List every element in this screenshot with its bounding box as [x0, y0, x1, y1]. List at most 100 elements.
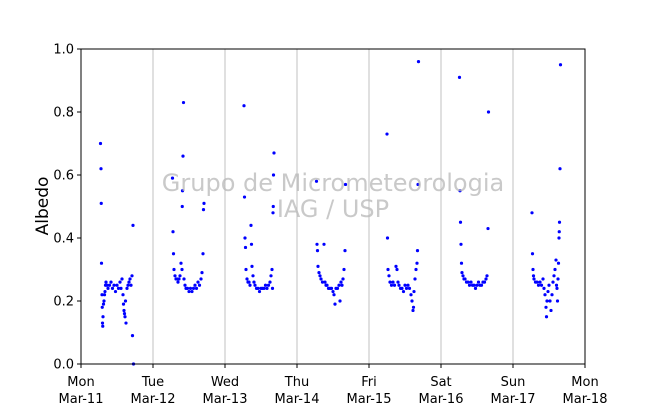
data-point: [109, 280, 113, 284]
data-point: [337, 283, 341, 287]
data-point: [415, 261, 419, 265]
data-point: [100, 305, 104, 309]
data-point: [315, 242, 319, 246]
data-point: [388, 280, 392, 284]
data-point: [331, 289, 335, 294]
data-point: [176, 280, 180, 284]
data-point: [550, 293, 554, 297]
data-point: [387, 274, 391, 278]
data-point: [457, 75, 462, 79]
data-point: [459, 261, 464, 265]
data-point: [257, 289, 262, 294]
data-point: [270, 286, 275, 290]
data-point: [171, 252, 176, 256]
data-point: [100, 321, 105, 325]
data-point: [130, 334, 135, 338]
data-point: [199, 277, 203, 281]
x-tick-label-date: Mar-12: [131, 392, 176, 407]
data-point: [389, 283, 394, 287]
data-point: [554, 283, 559, 287]
data-point: [557, 236, 561, 240]
data-point: [249, 223, 253, 227]
data-point: [196, 280, 200, 284]
data-point: [272, 151, 276, 155]
data-point: [101, 302, 106, 306]
data-point: [270, 267, 274, 272]
x-tick-label-day: Mon: [67, 375, 94, 390]
data-point: [315, 249, 320, 253]
data-point: [116, 286, 121, 290]
data-point: [201, 252, 205, 256]
data-point: [554, 258, 558, 262]
y-tick-label: 0.0: [53, 358, 74, 373]
data-point: [178, 274, 182, 278]
data-point: [104, 280, 108, 284]
data-point: [102, 293, 107, 297]
data-point: [411, 305, 416, 309]
data-point: [486, 110, 491, 114]
data-point: [256, 286, 260, 290]
data-point: [171, 230, 175, 234]
data-point: [549, 308, 553, 313]
data-point: [539, 283, 544, 287]
y-axis: 0.0 0.2 0.4 0.6 0.8 1.0: [53, 43, 81, 373]
y-axis-label: Albedo: [33, 177, 53, 236]
data-point: [412, 289, 416, 294]
data-point: [115, 283, 119, 287]
data-point: [385, 236, 390, 240]
data-point: [476, 280, 481, 284]
data-point: [265, 286, 269, 290]
data-point: [173, 274, 177, 278]
data-point: [541, 277, 545, 281]
data-point: [332, 293, 336, 297]
data-point: [130, 274, 134, 278]
data-point: [125, 286, 129, 290]
data-point: [266, 283, 271, 287]
data-point: [556, 277, 560, 281]
data-point: [416, 60, 421, 64]
y-tick-label: 0.2: [53, 295, 74, 310]
data-point: [395, 267, 399, 272]
data-point: [458, 189, 462, 193]
data-point: [250, 264, 254, 268]
data-point: [121, 302, 126, 306]
x-tick-label-date: Mar-18: [563, 392, 608, 407]
x-tick-label-date: Mar-14: [275, 392, 320, 407]
data-point: [271, 211, 275, 215]
data-point: [407, 286, 412, 290]
data-point: [131, 223, 135, 227]
data-point: [129, 283, 133, 287]
data-point: [242, 195, 247, 199]
x-tick-label-date: Mar-17: [491, 392, 536, 407]
data-point: [177, 277, 181, 281]
data-point: [122, 308, 126, 313]
data-point: [179, 261, 183, 265]
data-point: [543, 293, 547, 297]
data-point: [530, 211, 534, 215]
data-point: [343, 182, 348, 187]
data-point: [547, 283, 551, 287]
data-point: [201, 208, 206, 212]
data-point: [548, 299, 552, 303]
data-point: [107, 283, 112, 287]
data-point: [98, 141, 103, 146]
data-point: [103, 289, 107, 294]
data-point: [112, 283, 116, 287]
data-point: [338, 299, 342, 303]
data-point: [182, 277, 186, 281]
data-point: [180, 189, 185, 193]
x-tick-label-date: Mar-13: [203, 392, 248, 407]
data-point: [262, 286, 266, 290]
data-point: [110, 286, 115, 290]
data-point: [342, 267, 346, 272]
data-point: [530, 252, 535, 256]
data-point: [386, 267, 390, 272]
data-point: [183, 283, 187, 287]
y-tick-label: 0.6: [53, 169, 74, 184]
data-point: [403, 283, 407, 287]
data-point: [119, 286, 123, 290]
x-tick-label-day: Fri: [361, 375, 377, 390]
data-point: [181, 100, 186, 105]
data-point: [253, 283, 257, 287]
